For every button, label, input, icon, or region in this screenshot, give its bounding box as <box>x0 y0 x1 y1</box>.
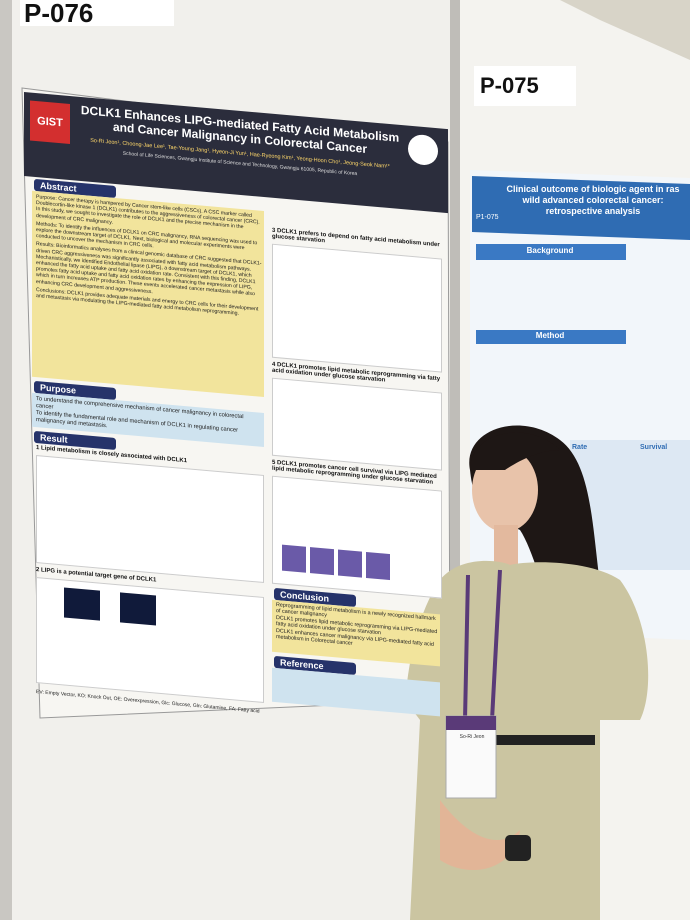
reference-box <box>272 667 440 717</box>
ceiling <box>560 0 690 60</box>
left-poster: GIST DCLK1 Enhances LIPG-mediated Fatty … <box>24 92 448 741</box>
right-poster-header <box>472 176 690 240</box>
badge-band <box>446 716 496 730</box>
logo: GIST <box>30 100 70 145</box>
abstract-text: Purpose: Cancer therapy is hampered by C… <box>36 194 262 319</box>
figure-panel <box>36 455 264 583</box>
board-edge <box>0 0 12 920</box>
hands <box>440 800 520 870</box>
micrograph <box>64 587 100 621</box>
figure-panel <box>272 475 442 599</box>
figure-panel <box>272 243 442 373</box>
poster-id: P1-075 <box>476 214 499 221</box>
neck <box>494 525 518 565</box>
micrograph <box>120 592 156 626</box>
right-section: Survival <box>640 444 668 451</box>
right-section: Background <box>526 246 574 255</box>
figure-panel <box>272 377 442 471</box>
board-divider <box>450 0 460 920</box>
lanyard <box>463 569 502 721</box>
badge-name: So-Ri Jeon <box>459 734 485 740</box>
poster-number: P-076 <box>20 0 174 26</box>
right-poster-title: Clinical outcome of biologic agent in ra… <box>506 184 680 216</box>
right-section: Method <box>535 331 565 340</box>
right-section: Rate <box>572 444 588 451</box>
belt <box>455 735 595 745</box>
bangs <box>470 432 560 470</box>
right-section-bar <box>476 330 626 344</box>
watch <box>505 835 531 861</box>
right-section-bar <box>476 244 626 260</box>
poster-number: P-075 <box>474 66 576 106</box>
